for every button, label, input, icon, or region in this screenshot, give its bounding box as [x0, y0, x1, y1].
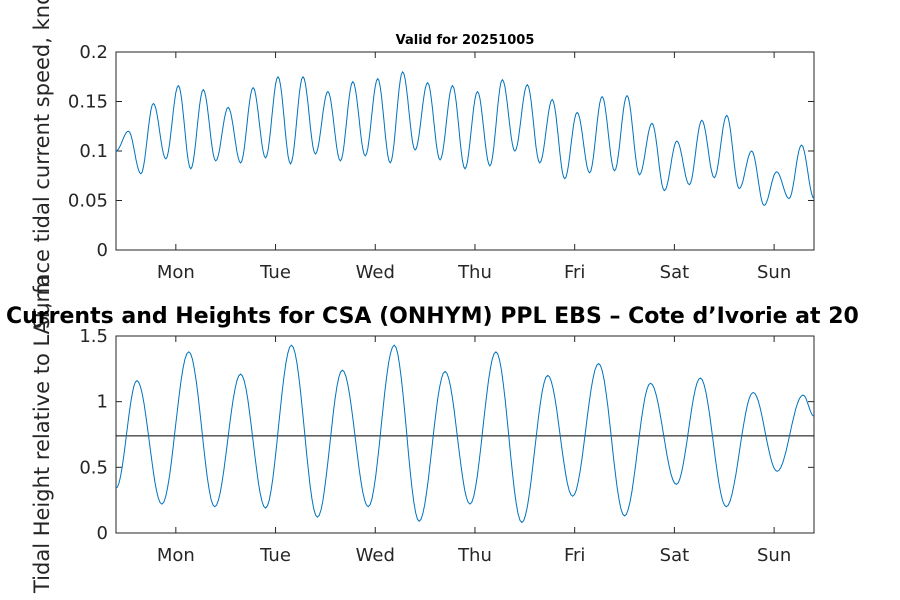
current-speed-ylabel: Surface tidal current speed, knots — [30, 0, 54, 329]
tidal-height-xtick-label: Sun — [757, 545, 791, 566]
current-speed-ytick-label: 0.15 — [68, 92, 108, 113]
tidal-height-xtick-label: Sat — [660, 545, 690, 566]
main-title: Currents and Heights for CSA (ONHYM) PPL… — [6, 304, 859, 329]
current-speed-xtick-label: Sat — [660, 262, 690, 283]
current-speed-ytick-label: 0 — [97, 240, 108, 261]
current-speed-plot-box — [115, 51, 815, 251]
tidal-height-xtick-label: Tue — [259, 545, 291, 566]
current-speed-ytick-label: 0.2 — [79, 42, 108, 63]
current-speed-ytick-label: 0.1 — [79, 141, 108, 162]
current-speed-xtick-label: Wed — [356, 262, 395, 283]
tidal-height-ytick-label: 1.5 — [79, 326, 108, 347]
current-speed-xtick-label: Thu — [457, 262, 492, 283]
tidal-height-axes: 0 0.5 1 1.5 Mon Tue Wed Thu Fri Sat Sun Tidal Hei… — [6, 275, 859, 594]
tidal-height-xtick-label: Wed — [356, 545, 395, 566]
current-speed-axes: 0 0.05 0.1 0.15 0.2 Mon Tue Wed Thu Fri Sat Sun Va… — [30, 0, 815, 329]
tidal-height-ytick-label: 0.5 — [79, 457, 108, 478]
tidal-height-ytick-label: 0 — [97, 523, 108, 544]
tidal-height-ytick-label: 1 — [97, 392, 108, 413]
current-speed-title: Valid for 20251005 — [396, 33, 535, 48]
tidal-height-xtick-label: Fri — [564, 545, 585, 566]
current-speed-xtick-label: Tue — [259, 262, 291, 283]
tidal-height-plot-box — [115, 335, 815, 534]
current-speed-line — [115, 70, 815, 207]
tidal-height-line — [115, 344, 815, 524]
current-speed-xtick-label: Fri — [564, 262, 585, 283]
current-speed-ytick-label: 0.05 — [68, 191, 108, 212]
tidal-height-xtick-label: Thu — [457, 545, 492, 566]
tidal-height-xtick-label: Mon — [157, 545, 195, 566]
current-speed-xtick-label: Sun — [757, 262, 791, 283]
tidal-height-ylabel: Tidal Height relative to LAT, m — [30, 275, 54, 594]
current-speed-xtick-label: Mon — [157, 262, 195, 283]
